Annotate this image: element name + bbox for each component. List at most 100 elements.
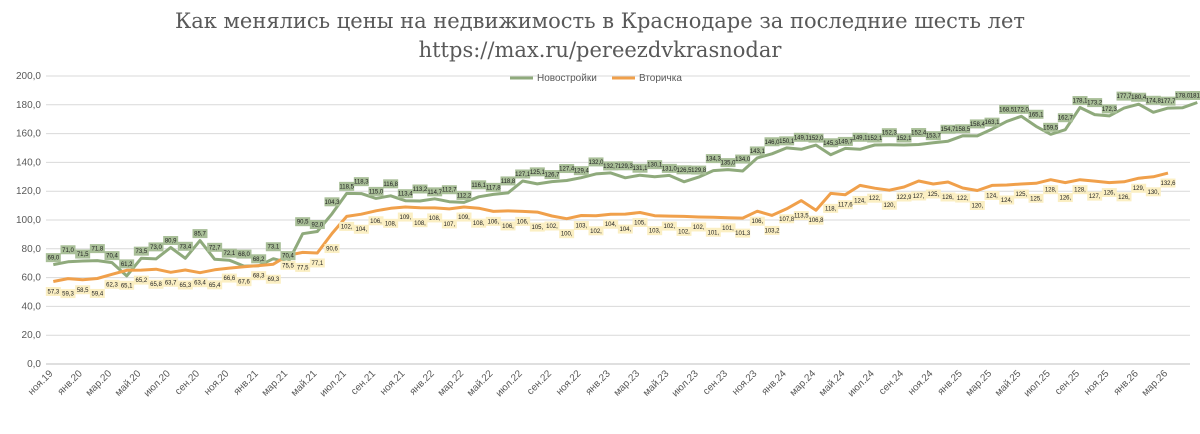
- data-label-novostroyki: 70,4: [280, 251, 296, 261]
- data-label-novostroyki: 118,3: [353, 177, 369, 187]
- data-label-background: [295, 217, 311, 227]
- data-label-background: [89, 244, 105, 254]
- x-tick-label: мар.20: [84, 368, 115, 399]
- data-label-background: [383, 218, 399, 228]
- data-label-novostroyki: 68,0: [236, 249, 252, 259]
- data-label-background: [1131, 92, 1147, 102]
- x-tick-label: июл.25: [1022, 368, 1053, 399]
- data-label-background: [75, 285, 91, 295]
- data-label-text: 106,: [502, 224, 514, 230]
- data-label-vtorichka: 62,3: [104, 279, 120, 289]
- data-label-background: [177, 241, 193, 251]
- data-label-text: 126,: [1059, 196, 1071, 202]
- data-label-background: [720, 223, 736, 233]
- data-label-background: [896, 192, 912, 202]
- data-label-background: [163, 236, 179, 246]
- data-label-background: [207, 242, 223, 252]
- data-label-background: [573, 221, 589, 231]
- data-label-novostroyki: 73,5: [133, 246, 149, 256]
- x-tick-label: ноя.25: [1082, 368, 1112, 398]
- data-label-vtorichka: 106,: [749, 216, 765, 226]
- data-label-vtorichka: 65,1: [119, 280, 135, 290]
- data-label-background: [280, 251, 296, 261]
- data-label-text: 132,7: [603, 164, 619, 170]
- data-label-vtorichka: 108,: [471, 218, 487, 228]
- x-tick-label: май.21: [289, 368, 320, 399]
- data-label-background: [427, 213, 443, 223]
- data-label-background: [515, 216, 531, 226]
- data-label-background: [999, 195, 1015, 205]
- data-label-novostroyki: 132,7: [603, 161, 619, 171]
- data-label-vtorichka: 63,4: [192, 278, 208, 288]
- data-label-text: 72,7: [209, 245, 221, 251]
- data-label-background: [515, 169, 531, 179]
- data-label-text: 57,3: [47, 289, 59, 295]
- data-label-background: [676, 226, 692, 236]
- data-label-background: [999, 104, 1015, 114]
- data-label-text: 101,: [722, 226, 734, 232]
- data-label-vtorichka: 120,: [969, 200, 985, 210]
- data-label-vtorichka: 68,3: [251, 271, 267, 281]
- data-label-novostroyki: 173,2: [1087, 98, 1103, 108]
- data-label-text: 126,7: [544, 173, 560, 179]
- data-label-text: 59,4: [91, 291, 103, 297]
- data-label-text: 102,: [590, 229, 602, 235]
- legend-label-vtorichka: Вторичка: [639, 73, 682, 84]
- data-label-text: 105,: [531, 225, 543, 231]
- data-label-text: 181,6: [1190, 93, 1200, 99]
- data-label-vtorichka: 118,: [823, 203, 839, 213]
- y-tick-label: 100,0: [16, 215, 41, 226]
- data-label-text: 117,6: [838, 203, 853, 209]
- data-label-novostroyki: 116,8: [383, 179, 399, 189]
- data-label-text: 134,0: [735, 157, 751, 163]
- data-label-background: [1189, 90, 1200, 100]
- data-label-background: [192, 278, 208, 288]
- data-label-novostroyki: 117,8: [485, 182, 501, 192]
- data-label-vtorichka: 128,: [1043, 185, 1059, 195]
- data-label-background: [1116, 91, 1132, 101]
- data-label-novostroyki: 158,4: [970, 119, 986, 129]
- data-label-text: 90,6: [326, 247, 338, 253]
- x-tick-label: янв.20: [56, 368, 85, 397]
- data-label-text: 168,5: [999, 107, 1015, 113]
- data-label-text: 106,: [517, 219, 529, 225]
- data-label-novostroyki: 172,3: [1102, 104, 1118, 114]
- data-label-vtorichka: 122,9: [896, 192, 912, 202]
- data-label-novostroyki: 112,7: [441, 185, 457, 195]
- x-tick-label: янв.24: [760, 368, 789, 397]
- data-label-background: [397, 212, 413, 222]
- data-label-novostroyki: 72,1: [221, 248, 237, 258]
- data-label-text: 130,1: [647, 163, 663, 169]
- data-label-text: 71,0: [62, 248, 74, 254]
- data-label-text: 126,: [1118, 195, 1130, 201]
- data-label-novostroyki: 152,3: [882, 128, 898, 138]
- data-label-text: 116,1: [471, 183, 486, 189]
- data-label-vtorichka: 124,: [984, 190, 1000, 200]
- data-label-background: [823, 203, 839, 213]
- x-tick-label: май.22: [465, 368, 496, 399]
- data-label-text: 71,8: [91, 247, 103, 253]
- data-label-background: [955, 124, 971, 134]
- data-label-text: 65,1: [121, 283, 133, 289]
- data-label-text: 104,: [605, 222, 617, 228]
- data-label-vtorichka: 108,: [427, 213, 443, 223]
- data-label-novostroyki: 125,1: [530, 167, 546, 177]
- data-label-background: [881, 200, 897, 210]
- series-line-vtorichka: [53, 171, 1169, 283]
- data-label-text: 112,7: [442, 188, 457, 194]
- data-label-vtorichka: 77,5: [295, 262, 311, 272]
- data-label-background: [764, 225, 780, 235]
- data-label-vtorichka: 66,6: [221, 273, 237, 283]
- x-tick-label: май.25: [993, 368, 1024, 399]
- data-label-vtorichka: 104,: [353, 224, 369, 234]
- data-label-background: [45, 253, 61, 263]
- data-label-background: [1116, 192, 1132, 202]
- x-tick-label: янв.25: [936, 368, 965, 397]
- data-label-background: [559, 164, 575, 174]
- data-label-background: [984, 117, 1000, 127]
- data-labels: 69,071,071,571,870,461,273,573,080,973,4…: [45, 90, 1200, 299]
- data-label-novostroyki: 153,7: [926, 131, 942, 141]
- data-label-text: 150,1: [779, 139, 795, 145]
- data-label-text: 130,: [1147, 190, 1159, 196]
